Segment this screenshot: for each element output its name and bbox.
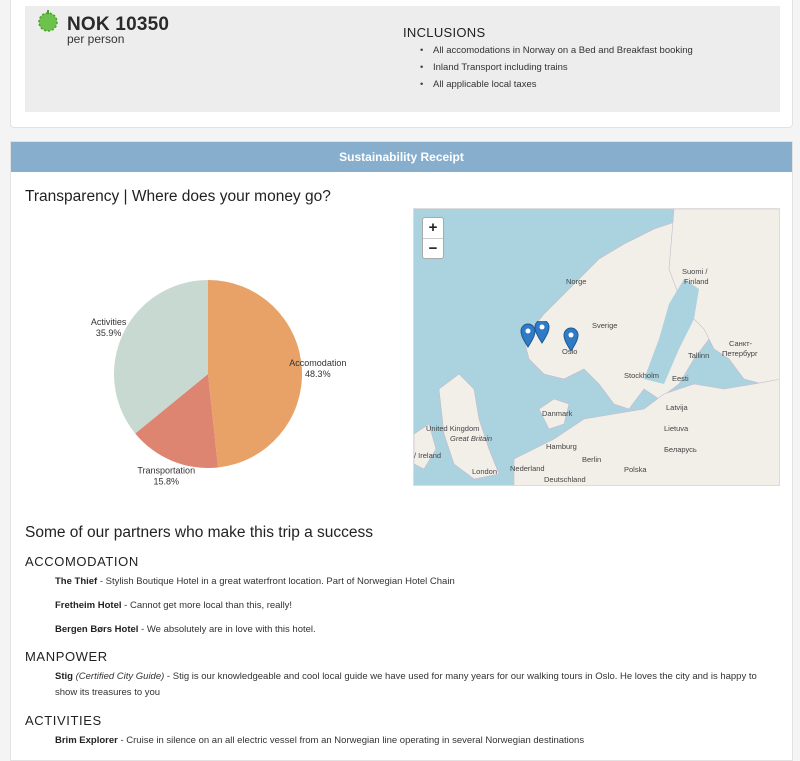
- durian-logo-icon: [38, 10, 58, 32]
- zoom-out-button[interactable]: −: [423, 238, 443, 258]
- map-label: Finland: [684, 277, 709, 286]
- map-label: Nederland: [510, 464, 545, 473]
- map-label: Danmark: [542, 409, 573, 418]
- map-label: Latvija: [666, 403, 688, 412]
- sustainability-banner: Sustainability Receipt: [11, 142, 792, 172]
- label-accomodation: Accomodation 48.3%: [289, 358, 346, 379]
- map-label: Oslo: [562, 347, 578, 356]
- map-label: Петербург: [722, 349, 758, 358]
- slice-accomodation: [208, 280, 302, 468]
- partner-entry: The Thief - Stylish Boutique Hotel in a …: [55, 574, 775, 590]
- map-marker-icon[interactable]: [563, 327, 579, 352]
- partner-name: The Thief: [55, 576, 98, 587]
- partner-description: - Stig is our knowledgeable and cool loc…: [55, 671, 757, 698]
- map-label: Berlin: [582, 455, 602, 464]
- partner-description: - Cannot get more local than this, reall…: [121, 600, 293, 611]
- partner-description: - Stylish Boutique Hotel in a great wate…: [97, 576, 455, 587]
- partner-name: Bergen Børs Hotel: [55, 624, 139, 635]
- inclusion-item: All applicable local taxes: [420, 78, 693, 95]
- map-label: Санкт-: [729, 339, 753, 348]
- label-activities: Activities 35.9%: [91, 317, 127, 338]
- price-unit: per person: [67, 32, 125, 46]
- partner-name: Fretheim Hotel: [55, 600, 122, 611]
- partners-title: Some of our partners who make this trip …: [25, 524, 374, 541]
- money-distribution-pie-chart: Accomodation 48.3% Transportation 15.8% Acti…: [91, 280, 346, 487]
- map-label: Suomi /: [682, 267, 708, 276]
- sustainability-card: Sustainability Receipt Transparency | Wh…: [10, 141, 793, 761]
- inclusion-item: All accomodations in Norway on a Bed and…: [420, 44, 693, 61]
- price-summary-box: NOK 10350 per person INCLUSIONS All acco…: [25, 6, 780, 112]
- inclusions-list: All accomodations in Norway on a Bed and…: [420, 44, 693, 95]
- map-label: Eesti: [672, 374, 689, 383]
- label-transportation: Transportation 15.8%: [137, 466, 195, 487]
- partner-description: - Cruise in silence on an all electric v…: [117, 735, 585, 746]
- transparency-title: Transparency | Where does your money go?: [25, 188, 331, 205]
- map-label: Hamburg: [546, 442, 577, 451]
- partner-name: Stig: [55, 671, 73, 682]
- trip-map[interactable]: + − Norge Suomi / Finland Sverige Санкт-…: [413, 208, 780, 486]
- slice-transportation: [135, 374, 219, 468]
- partner-name: Brim Explorer: [55, 735, 118, 746]
- map-marker-icon[interactable]: [534, 321, 550, 344]
- map-label: Sverige: [592, 321, 618, 330]
- partner-entry: Stig (Certified City Guide) - Stig is ou…: [55, 669, 775, 701]
- map-label: Great Britain: [450, 434, 493, 443]
- pricing-card: NOK 10350 per person INCLUSIONS All acco…: [10, 0, 793, 128]
- map-label: Беларусь: [664, 445, 697, 454]
- partner-role: (Certified City Guide): [75, 671, 165, 682]
- inclusion-item: Inland Transport including trains: [420, 61, 693, 78]
- map-land: [414, 209, 779, 485]
- map-label: Deutschland: [544, 475, 586, 484]
- map-label: Stockholm: [624, 371, 660, 380]
- slice-activities: [113, 280, 208, 434]
- inclusions-title: INCLUSIONS: [403, 25, 486, 40]
- price-amount: NOK 10350: [67, 14, 170, 35]
- zoom-in-button[interactable]: +: [428, 219, 438, 236]
- partner-description: - We absolutely are in love with this ho…: [138, 624, 316, 635]
- map-label: Lietuva: [664, 424, 689, 433]
- map-label: / Ireland: [414, 451, 442, 460]
- partner-entry: Fretheim Hotel - Cannot get more local t…: [55, 598, 775, 614]
- category-accomodation: ACCOMODATION: [25, 554, 139, 569]
- category-manpower: MANPOWER: [25, 649, 108, 664]
- map-label: Tallinn: [688, 351, 710, 360]
- map-marker-icon[interactable]: [520, 323, 536, 348]
- partner-entry: Bergen Børs Hotel - We absolutely are in…: [55, 622, 775, 638]
- map-label: Polska: [624, 465, 647, 474]
- map-label: Norge: [566, 277, 587, 286]
- map-label: London: [472, 467, 498, 476]
- category-activities: ACTIVITIES: [25, 713, 102, 728]
- zoom-control: + −: [422, 217, 444, 259]
- map-label: United Kingdom: [426, 424, 480, 433]
- map-markers: [520, 321, 579, 352]
- partner-entry: Brim Explorer - Cruise in silence on an …: [55, 733, 775, 749]
